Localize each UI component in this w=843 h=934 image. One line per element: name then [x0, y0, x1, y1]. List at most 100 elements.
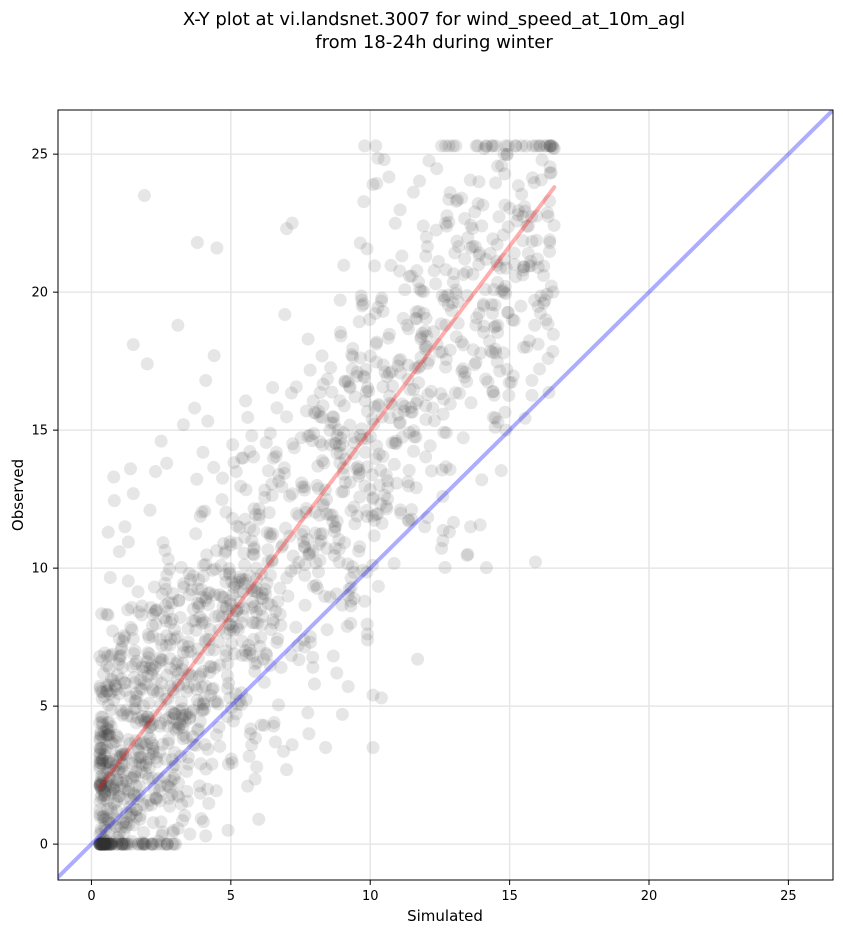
- data-point: [456, 431, 470, 445]
- data-point: [511, 179, 525, 193]
- data-point: [323, 590, 337, 604]
- data-point: [326, 515, 340, 529]
- data-point: [137, 826, 151, 840]
- data-point: [465, 222, 479, 236]
- data-point: [334, 329, 348, 343]
- data-point: [450, 193, 464, 207]
- data-point: [100, 679, 114, 693]
- data-point: [197, 558, 211, 572]
- data-point: [500, 362, 514, 376]
- data-point: [223, 623, 237, 637]
- data-point: [472, 175, 486, 189]
- data-point: [242, 569, 256, 583]
- data-point: [490, 258, 504, 272]
- data-point: [172, 776, 186, 790]
- data-point: [258, 483, 272, 497]
- data-point: [303, 363, 317, 377]
- data-point: [540, 287, 554, 301]
- data-point: [395, 249, 409, 263]
- data-point: [499, 423, 513, 437]
- data-point: [116, 816, 130, 830]
- data-point: [93, 748, 107, 762]
- data-point: [155, 829, 169, 843]
- data-point: [488, 342, 502, 356]
- data-point: [171, 721, 185, 735]
- data-point: [230, 620, 244, 634]
- data-point: [93, 756, 107, 770]
- data-point: [115, 837, 129, 851]
- data-point: [461, 231, 475, 245]
- data-point: [391, 359, 405, 373]
- data-point: [323, 438, 337, 452]
- data-point: [216, 471, 230, 485]
- data-point: [546, 141, 560, 155]
- data-point: [98, 833, 112, 847]
- data-point: [121, 784, 135, 798]
- data-point: [126, 772, 140, 786]
- data-point: [131, 711, 145, 725]
- data-point: [114, 744, 128, 758]
- data-point: [128, 644, 142, 658]
- data-point: [219, 626, 233, 640]
- data-point: [427, 414, 441, 428]
- data-point: [303, 546, 317, 560]
- data-point: [94, 742, 108, 756]
- data-point: [366, 558, 380, 572]
- data-point: [247, 616, 261, 630]
- data-point: [323, 508, 337, 522]
- data-point: [182, 667, 196, 681]
- data-point: [153, 719, 167, 733]
- data-point: [266, 616, 280, 630]
- data-point: [315, 411, 329, 425]
- data-point: [263, 426, 277, 440]
- data-point: [417, 306, 431, 320]
- data-point: [371, 579, 385, 593]
- data-point: [472, 258, 486, 272]
- data-point: [366, 688, 380, 702]
- data-point: [326, 410, 340, 424]
- data-point: [306, 650, 320, 664]
- data-point: [103, 687, 117, 701]
- data-point: [333, 439, 347, 453]
- data-point: [97, 835, 111, 849]
- data-point: [524, 254, 538, 268]
- data-point: [346, 350, 360, 364]
- data-point: [365, 468, 379, 482]
- data-point: [485, 139, 499, 153]
- data-point: [243, 643, 257, 657]
- data-point: [98, 837, 112, 851]
- data-point: [93, 778, 107, 792]
- data-point: [295, 476, 309, 490]
- data-point: [528, 555, 542, 569]
- data-point: [390, 476, 404, 490]
- data-point: [197, 691, 211, 705]
- data-point: [97, 834, 111, 848]
- data-point: [102, 715, 116, 729]
- data-point: [302, 727, 316, 741]
- data-point: [203, 623, 217, 637]
- data-point: [112, 687, 126, 701]
- data-point: [133, 809, 147, 823]
- data-point: [103, 756, 117, 770]
- data-point: [522, 219, 536, 233]
- data-point: [488, 411, 502, 425]
- data-point: [117, 826, 131, 840]
- data-point: [154, 434, 168, 448]
- data-point: [162, 711, 176, 725]
- data-point: [307, 426, 321, 440]
- data-point: [277, 461, 291, 475]
- data-point: [269, 445, 283, 459]
- data-point: [221, 609, 235, 623]
- data-point: [107, 797, 121, 811]
- data-point: [421, 511, 435, 525]
- data-point: [366, 491, 380, 505]
- data-point: [193, 779, 207, 793]
- data-point: [102, 763, 116, 777]
- data-point: [286, 437, 300, 451]
- data-point: [223, 538, 237, 552]
- data-point: [110, 831, 124, 845]
- data-point: [99, 834, 113, 848]
- data-point: [131, 744, 145, 758]
- data-point: [458, 252, 472, 266]
- data-point: [166, 587, 180, 601]
